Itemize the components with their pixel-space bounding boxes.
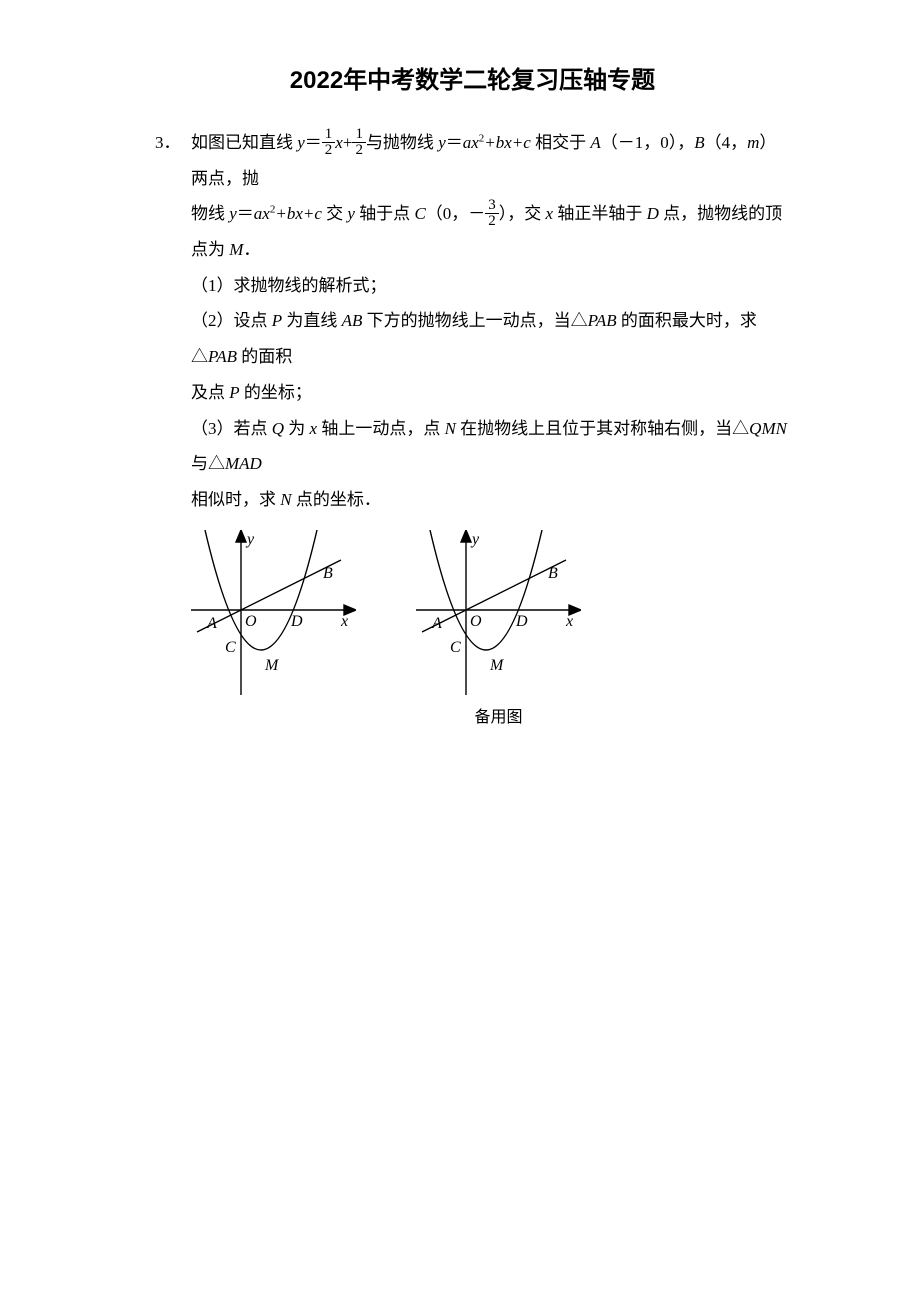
pt-C: C <box>414 204 425 223</box>
pt-M: M <box>229 240 243 259</box>
eq: ＝ <box>305 133 322 152</box>
text: 点的坐标． <box>292 490 381 509</box>
problem-body: 如图已知直线 y＝12x+12与抛物线 y＝ax2+bx+c 相交于 A（－1，… <box>191 125 790 734</box>
text: 相似时，求 <box>191 490 280 509</box>
question-2-line-1: （2）设点 P 为直线 AB 下方的抛物线上一动点，当△PAB 的面积最大时，求… <box>191 303 790 374</box>
var-m: m <box>747 133 759 152</box>
text: 与抛物线 <box>366 133 438 152</box>
text: 轴正半轴于 <box>553 204 647 223</box>
label-D: D <box>515 613 528 630</box>
question-3-line-2: 相似时，求 N 点的坐标． <box>191 482 790 518</box>
label-A: A <box>431 615 442 632</box>
label-x: x <box>340 613 348 630</box>
text: 与△ <box>191 454 225 473</box>
text: ），交 <box>499 204 546 223</box>
question-2-line-2: 及点 P 的坐标； <box>191 375 790 411</box>
plus: + <box>343 133 353 152</box>
figure-backup: y x A O D C M B 备用图 <box>416 530 581 735</box>
label-M: M <box>264 657 280 674</box>
label-A: A <box>206 615 217 632</box>
eq: ＝ <box>237 204 254 223</box>
text: 的坐标； <box>240 383 312 402</box>
label-C: C <box>225 639 236 656</box>
var-y: y <box>297 133 305 152</box>
problem-number: 3． <box>155 125 191 161</box>
graph-svg-backup: y x A O D C M B <box>416 530 581 695</box>
pt-Q: Q <box>272 419 284 438</box>
pt-P: P <box>229 383 239 402</box>
var-y: y <box>438 133 446 152</box>
var-ax: ax <box>254 204 270 223</box>
text: 及点 <box>191 383 229 402</box>
text: 为 <box>284 419 310 438</box>
label-x: x <box>565 613 573 630</box>
text: （2）设点 <box>191 311 272 330</box>
intro-line-2: 物线 y＝ax2+bx+c 交 y 轴于点 C（0，－32），交 x 轴正半轴于… <box>191 196 790 267</box>
label-O: O <box>245 613 257 630</box>
text: （4， <box>705 133 748 152</box>
problem-intro: 3． 如图已知直线 y＝12x+12与抛物线 y＝ax2+bx+c 相交于 A（… <box>155 125 790 734</box>
frac-3-2: 32 <box>485 198 499 229</box>
text: 相交于 <box>531 133 591 152</box>
var-y: y <box>229 204 237 223</box>
text: 下方的抛物线上一动点，当△ <box>362 311 587 330</box>
text: ． <box>243 240 260 259</box>
eq: ＝ <box>446 133 463 152</box>
tri-PAB: PAB <box>588 311 617 330</box>
text: 在抛物线上且位于其对称轴右侧，当△ <box>456 419 749 438</box>
tri-MAD: MAD <box>225 454 262 473</box>
pt-B: B <box>694 133 704 152</box>
frac-half-2: 12 <box>352 127 366 158</box>
text: 轴上一动点，点 <box>317 419 445 438</box>
text: 如图已知直线 <box>191 133 297 152</box>
pt-N: N <box>280 490 291 509</box>
label-B: B <box>548 565 558 582</box>
var-bxc: +bx+c <box>275 204 322 223</box>
label-y: y <box>245 531 255 548</box>
question-3-line-1: （3）若点 Q 为 x 轴上一动点，点 N 在抛物线上且位于其对称轴右侧，当△Q… <box>191 411 790 482</box>
text: （0，－ <box>426 204 486 223</box>
tri-PAB: PAB <box>208 347 237 366</box>
text: 轴于点 <box>355 204 415 223</box>
label-O: O <box>470 613 482 630</box>
var-ax: ax <box>463 133 479 152</box>
var-x: x <box>310 419 318 438</box>
pt-N: N <box>445 419 456 438</box>
text: 为直线 <box>282 311 342 330</box>
graph-svg-main: y x A O D C M B <box>191 530 356 695</box>
figure-caption: 备用图 <box>474 701 522 735</box>
label-C: C <box>450 639 461 656</box>
text: （－1，0）， <box>601 133 695 152</box>
text: （3）若点 <box>191 419 272 438</box>
var-x: x <box>546 204 554 223</box>
pt-P: P <box>272 311 282 330</box>
page-title: 2022年中考数学二轮复习压轴专题 <box>155 60 790 95</box>
var-bxc: +bx+c <box>484 133 531 152</box>
pt-A: A <box>590 133 600 152</box>
text: 交 <box>322 204 348 223</box>
figures-row: y x A O D C M B <box>191 530 790 735</box>
problem-block: 3． 如图已知直线 y＝12x+12与抛物线 y＝ax2+bx+c 相交于 A（… <box>155 125 790 734</box>
tri-QMN: QMN <box>749 419 787 438</box>
seg-AB: AB <box>342 311 363 330</box>
label-B: B <box>323 565 333 582</box>
var-x: x <box>335 133 343 152</box>
question-1: （1）求抛物线的解析式； <box>191 268 790 304</box>
pt-D: D <box>647 204 659 223</box>
label-y: y <box>470 531 480 548</box>
frac-half-1: 12 <box>322 127 336 158</box>
label-D: D <box>290 613 303 630</box>
intro-line-1: 如图已知直线 y＝12x+12与抛物线 y＝ax2+bx+c 相交于 A（－1，… <box>191 125 790 196</box>
var-y: y <box>347 204 355 223</box>
label-M: M <box>489 657 505 674</box>
text: 的面积 <box>237 347 292 366</box>
figure-main: y x A O D C M B <box>191 530 356 735</box>
text: 物线 <box>191 204 229 223</box>
